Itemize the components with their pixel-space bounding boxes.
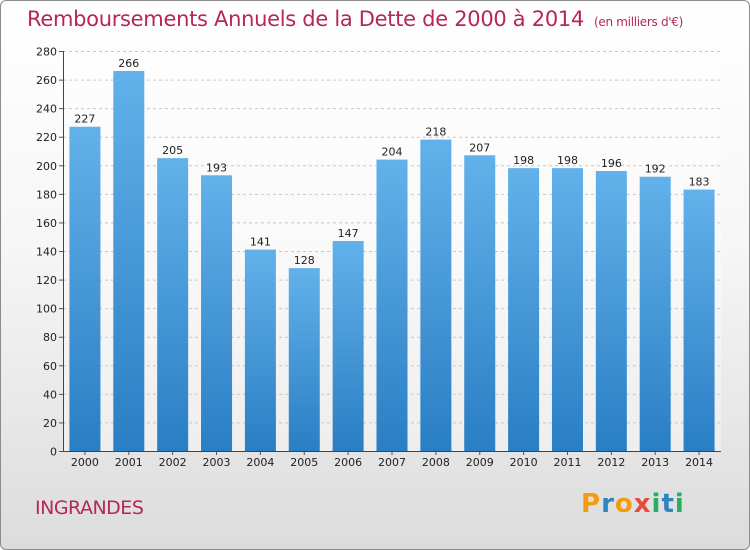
bar-2009	[464, 155, 496, 452]
x-tick-label-2014: 2014	[685, 456, 713, 469]
proxiti-logo: Proxiti	[581, 489, 685, 519]
bar-2004	[244, 249, 276, 451]
x-tick-label-2001: 2001	[115, 456, 143, 469]
x-tick-label-2003: 2003	[203, 456, 231, 469]
logo-letter: o	[614, 489, 634, 519]
data-label-2006: 147	[338, 227, 359, 240]
bar-2007	[376, 159, 408, 452]
y-tick-label: 140	[36, 246, 57, 259]
bar-2012	[595, 171, 627, 451]
bar-2010	[508, 168, 540, 451]
y-tick-label: 60	[43, 360, 57, 373]
data-label-2014: 183	[689, 176, 710, 189]
y-tick-label: 260	[36, 74, 57, 87]
data-label-2008: 218	[425, 126, 446, 139]
x-tick-label-2010: 2010	[510, 456, 538, 469]
chart-title: Remboursements Annuels de la Dette de 20…	[27, 7, 683, 31]
y-tick-label: 0	[50, 446, 57, 459]
x-tick-label-2011: 2011	[553, 456, 581, 469]
y-tick-label: 40	[43, 388, 57, 401]
bar-2002	[157, 158, 189, 451]
y-tick-label: 100	[36, 303, 57, 316]
x-tick-label-2007: 2007	[378, 456, 406, 469]
x-tick-label-2009: 2009	[466, 456, 494, 469]
data-label-2010: 198	[513, 154, 534, 167]
bar-2013	[639, 176, 671, 451]
x-tick-label-2002: 2002	[159, 456, 187, 469]
bar-2001	[113, 71, 145, 451]
x-tick-label-2013: 2013	[641, 456, 669, 469]
data-label-2004: 141	[250, 236, 271, 249]
chart-title-text: Remboursements Annuels de la Dette de 20…	[27, 7, 584, 31]
y-tick-label: 160	[36, 217, 57, 230]
bar-2008	[420, 139, 452, 452]
bar-2000	[69, 126, 101, 451]
data-label-2013: 192	[645, 163, 666, 176]
data-label-2002: 205	[162, 144, 183, 157]
logo-letter: r	[601, 489, 615, 519]
y-tick-label: 240	[36, 103, 57, 116]
logo-letter: i	[674, 489, 685, 519]
logo-letter: x	[633, 489, 652, 519]
bar-2006	[332, 241, 364, 451]
y-tick-label: 200	[36, 160, 57, 173]
x-tick-label-2000: 2000	[71, 456, 99, 469]
data-label-2003: 193	[206, 161, 227, 174]
y-tick-label: 120	[36, 274, 57, 287]
y-tick-label: 280	[36, 46, 57, 59]
bar-2011	[551, 168, 583, 451]
x-tick-label-2012: 2012	[597, 456, 625, 469]
y-tick-label: 80	[43, 331, 57, 344]
y-tick-label: 180	[36, 188, 57, 201]
logo-letter: t	[661, 489, 675, 519]
data-label-2009: 207	[469, 141, 490, 154]
data-label-2011: 198	[557, 154, 578, 167]
data-label-2000: 227	[74, 113, 95, 126]
data-label-2012: 196	[601, 157, 622, 170]
data-label-2005: 128	[294, 254, 315, 267]
x-tick-label-2004: 2004	[246, 456, 274, 469]
y-tick-label: 220	[36, 131, 57, 144]
commune-name: INGRANDES	[35, 497, 144, 519]
bar-2014	[683, 189, 715, 452]
data-label-2007: 204	[382, 146, 403, 159]
x-tick-label-2005: 2005	[290, 456, 318, 469]
bar-2005	[288, 268, 320, 451]
data-label-2001: 266	[118, 57, 139, 70]
bar-2003	[201, 175, 233, 452]
chart-unit: (en milliers d'€)	[594, 15, 684, 29]
x-tick-label-2006: 2006	[334, 456, 362, 469]
logo-letter: P	[581, 489, 602, 519]
y-tick-label: 20	[43, 417, 57, 430]
logo-letter: i	[651, 489, 662, 519]
x-tick-label-2008: 2008	[422, 456, 450, 469]
